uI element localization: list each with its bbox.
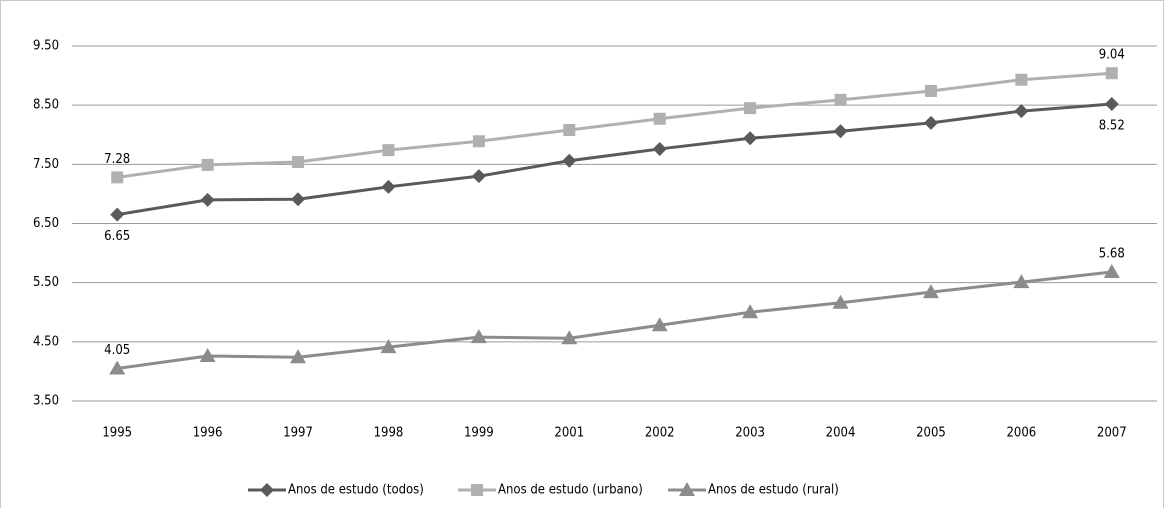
marker [1015,73,1028,86]
y-tick-label: 4.50 [33,334,59,349]
y-tick-label: 7.50 [33,157,59,172]
marker [924,84,937,97]
data-label: 5.68 [1099,247,1125,262]
x-tick-label: 1997 [283,426,313,441]
y-tick-label: 9.50 [33,39,59,54]
marker [562,153,577,168]
marker [291,192,306,207]
data-label: 7.28 [104,152,130,167]
marker [923,115,938,130]
marker [679,482,695,496]
marker [200,192,215,207]
y-tick-label: 5.50 [33,275,59,290]
marker [290,349,307,364]
marker [472,135,485,148]
marker [651,317,668,332]
x-tick-label: 2007 [1097,426,1127,441]
marker [382,144,395,157]
marker [292,155,305,168]
marker [743,131,758,146]
x-tick-label: 1995 [102,426,132,441]
marker [1105,67,1118,80]
marker [1104,96,1119,111]
marker [471,484,483,496]
marker [744,102,757,115]
marker [563,124,576,137]
series-line [117,71,1112,179]
legend-label: Anos de estudo (rural) [708,483,839,498]
marker [111,171,124,184]
legend-label: Anos de estudo (urbano) [498,483,643,498]
y-tick-label: 8.50 [33,98,59,113]
marker [834,93,847,106]
marker [381,179,396,194]
marker [653,112,666,125]
marker [199,348,216,363]
marker [1013,274,1030,289]
marker [110,207,125,222]
marker [561,330,578,345]
marker [832,294,849,309]
data-label: 8.52 [1099,118,1125,133]
marker [1103,264,1120,279]
y-tick-label: 6.50 [33,216,59,231]
x-tick-label: 2002 [645,426,675,441]
data-label: 6.65 [104,229,130,244]
marker [742,304,759,319]
x-tick-label: 1998 [374,426,404,441]
x-tick-label: 1996 [193,426,223,441]
data-label: 4.05 [104,343,130,358]
marker [833,124,848,139]
marker [109,360,126,375]
y-tick-label: 3.50 [33,394,59,409]
marker [652,141,667,156]
x-tick-label: 2006 [1006,426,1036,441]
x-tick-label: 1999 [464,426,494,441]
marker [201,158,214,171]
data-label: 9.04 [1099,48,1125,63]
x-tick-label: 2003 [735,426,765,441]
series-line [116,102,1112,217]
marker [922,284,939,299]
marker [380,339,397,354]
x-tick-label: 2005 [916,426,946,441]
marker [470,329,487,344]
marker [260,483,274,497]
marker [1014,104,1029,119]
marker [471,169,486,184]
series-line [117,270,1112,370]
x-tick-label: 2001 [554,426,584,441]
x-tick-label: 2004 [826,426,856,441]
legend-label: Anos de estudo (todos) [288,483,424,498]
